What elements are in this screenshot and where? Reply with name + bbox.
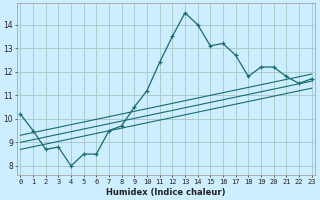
X-axis label: Humidex (Indice chaleur): Humidex (Indice chaleur) <box>106 188 226 197</box>
